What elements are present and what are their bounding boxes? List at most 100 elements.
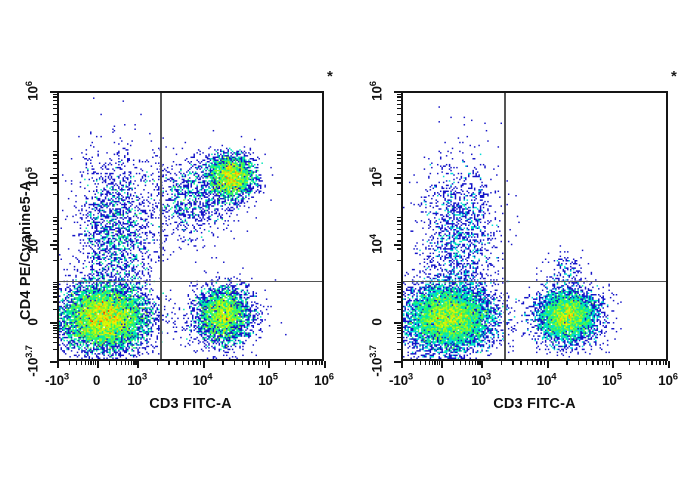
x-tick-label: 105 [258, 371, 278, 388]
x-minor-tick [248, 361, 250, 365]
quadrant-horizontal-line-left[interactable] [59, 280, 322, 283]
y-minor-tick [397, 130, 401, 133]
plot-area-left[interactable] [57, 91, 324, 361]
x-minor-tick [540, 361, 542, 365]
x-minor-tick [307, 361, 309, 365]
y-minor-tick [53, 324, 57, 327]
x-tick-label: 105 [602, 371, 622, 388]
y-minor-tick [397, 329, 401, 332]
x-minor-tick [311, 361, 313, 365]
cd4-stained-panel: * -103 0 103 104 105 106 -103.7 0 104 105 106 CD3… [18, 69, 334, 412]
x-minor-tick [135, 361, 137, 365]
y-major-tick [394, 361, 401, 363]
y-minor-tick [53, 283, 57, 286]
x-tick-label: 104 [536, 371, 557, 388]
y-minor-tick [397, 248, 401, 250]
y-minor-tick [397, 174, 401, 176]
y-major-tick [50, 321, 57, 324]
x-minor-tick [500, 361, 503, 365]
y-minor-tick [53, 130, 57, 133]
x-minor-tick [94, 361, 97, 365]
x-minor-tick [130, 361, 133, 365]
scatter-dots-left [59, 93, 322, 359]
y-minor-tick [53, 240, 57, 242]
x-minor-tick [474, 361, 477, 365]
y-minor-tick [397, 228, 401, 230]
y-minor-tick [397, 348, 401, 351]
quadrant-vertical-line-left[interactable] [160, 93, 162, 359]
x-minor-tick [196, 361, 198, 365]
x-minor-tick [665, 361, 667, 365]
y-minor-tick [53, 154, 57, 156]
x-minor-tick [434, 361, 436, 365]
y-minor-tick [53, 336, 57, 339]
y-minor-tick [53, 220, 57, 222]
y-minor-tick [53, 333, 57, 335]
y-minor-tick [397, 289, 401, 291]
y-minor-tick [53, 296, 57, 298]
x-minor-tick [264, 361, 267, 365]
x-major-tick [324, 361, 326, 368]
x-minor-tick [321, 361, 323, 365]
x-tick-label: 106 [314, 371, 334, 388]
x-minor-tick [577, 361, 580, 365]
y-minor-tick [53, 162, 57, 164]
y-minor-tick [53, 99, 57, 102]
y-minor-tick [53, 228, 57, 230]
plot-area-right[interactable] [401, 91, 668, 361]
y-minor-tick [397, 108, 401, 110]
x-minor-tick [182, 361, 185, 365]
y-minor-tick [53, 289, 57, 291]
x-minor-tick [431, 361, 434, 365]
y-minor-tick [397, 292, 401, 294]
x-minor-tick [261, 361, 263, 365]
y-minor-tick [53, 167, 57, 169]
y-minor-tick [53, 281, 57, 284]
x-minor-tick [532, 361, 534, 365]
y-minor-tick [53, 113, 57, 115]
x-major-tick [611, 361, 614, 368]
y-tick-label: 106 [368, 81, 385, 101]
x-minor-tick [133, 361, 135, 365]
x-major-tick [202, 361, 205, 368]
x-major-tick [96, 361, 99, 368]
y-axis-title-left: CD4 PE/Cyanine5-A [18, 180, 34, 320]
x-minor-tick [301, 361, 304, 365]
x-tick-label: -103 [388, 371, 414, 388]
y-minor-tick [53, 233, 57, 236]
x-minor-tick [128, 361, 130, 365]
y-minor-tick [53, 341, 57, 344]
x-minor-tick [452, 361, 455, 365]
y-minor-tick [53, 120, 57, 123]
x-minor-tick [124, 361, 127, 365]
y-minor-tick [53, 260, 57, 262]
quadrant-horizontal-line-right[interactable] [403, 280, 666, 283]
x-minor-tick [318, 361, 320, 365]
y-minor-tick [397, 113, 401, 115]
x-axis-title-left: CD3 FITC-A [149, 396, 232, 412]
x-tick-label: 106 [658, 371, 678, 388]
x-minor-tick [222, 361, 224, 365]
x-minor-tick [199, 361, 201, 365]
y-minor-tick [53, 329, 57, 332]
y-minor-tick [53, 248, 57, 250]
y-major-tick [394, 243, 401, 246]
quadrant-vertical-line-right[interactable] [504, 93, 506, 359]
x-minor-tick [108, 361, 111, 365]
y-minor-tick [53, 103, 57, 105]
y-minor-tick [397, 308, 401, 311]
y-tick-label: -103.7 [24, 345, 41, 377]
y-minor-tick [397, 162, 401, 164]
y-minor-tick [53, 286, 57, 288]
x-minor-tick [168, 361, 170, 365]
y-minor-tick [397, 240, 401, 242]
x-minor-tick [477, 361, 479, 365]
y-minor-tick [397, 327, 401, 329]
asterisk-marker-right: * [671, 68, 677, 85]
y-minor-tick [53, 301, 57, 303]
x-minor-tick [479, 361, 481, 365]
y-minor-tick [397, 150, 401, 153]
y-major-tick [394, 177, 401, 180]
x-minor-tick [176, 361, 178, 365]
